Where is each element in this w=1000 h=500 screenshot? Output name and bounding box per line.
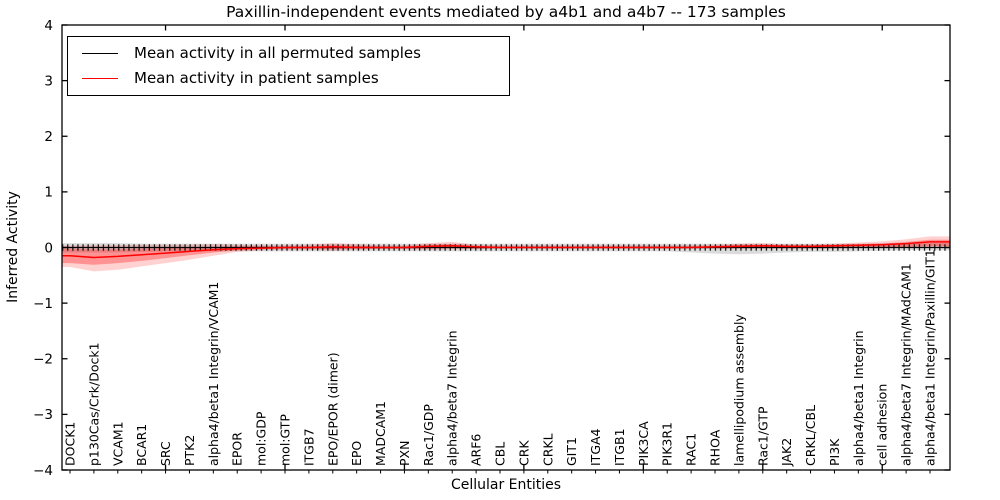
chart-title: Paxillin-independent events mediated by …: [226, 3, 786, 21]
entity-label: PXN: [397, 441, 412, 466]
patient-outer-band: [62, 236, 950, 272]
entity-label: MADCAM1: [373, 401, 388, 466]
entity-label: CRK: [516, 440, 531, 466]
y-tick-label: −1: [33, 296, 53, 312]
patient-inner-band: [62, 239, 950, 265]
entity-label: DOCK1: [63, 422, 78, 466]
legend-item-permuted: Mean activity in all permuted samples: [68, 45, 509, 62]
y-tick-label: 1: [44, 185, 53, 201]
y-tick-label: 0: [44, 240, 53, 256]
entity-label: alpha4/beta7 Integrin: [445, 330, 460, 466]
entity-label: EPO: [349, 441, 364, 466]
entity-label: PI3K: [827, 438, 842, 466]
entity-label: PIK3R1: [660, 422, 675, 466]
legend-item-patient: Mean activity in patient samples: [68, 70, 509, 87]
y-tick-label: −2: [33, 352, 53, 368]
entity-label: alpha4/beta7 Integrin/MAdCAM1: [899, 263, 914, 466]
legend-line-black: [82, 53, 118, 55]
entity-label: cell adhesion: [875, 384, 890, 466]
entity-label: alpha4/beta1 Integrin/VCAM1: [206, 282, 221, 466]
entity-label: EPOR: [230, 432, 245, 466]
entity-label: Rac1/GTP: [755, 406, 770, 466]
patient-mean-line: [62, 241, 950, 259]
entity-label: RAC1: [684, 433, 699, 466]
legend-line-red: [82, 77, 118, 79]
entity-label: CRKL: [540, 433, 555, 466]
entity-label: ITGA4: [588, 428, 603, 466]
y-tick-label: 2: [44, 129, 53, 145]
entity-label: ARF6: [469, 434, 484, 466]
entity-label: alpha4/beta1 Integrin/Paxillin/GIT1: [923, 249, 938, 466]
y-tick-label: −4: [33, 463, 53, 479]
entity-label: alpha4/beta1 Integrin: [851, 330, 866, 466]
legend-label-permuted: Mean activity in all permuted samples: [134, 44, 421, 63]
entity-label: p130Cas/Crk/Dock1: [86, 342, 101, 466]
entity-label: EPO/EPOR (dimer): [325, 352, 340, 466]
entity-label: mol:GTP: [278, 414, 293, 466]
legend-label-patient: Mean activity in patient samples: [134, 69, 379, 88]
entity-label: PTK2: [182, 435, 197, 466]
entity-label: ITGB1: [612, 428, 627, 466]
legend: Mean activity in all permuted samples Me…: [67, 36, 510, 96]
y-tick-label: −3: [33, 407, 53, 423]
entity-label: JAK2: [779, 438, 794, 467]
entity-label: Rac1/GDP: [421, 404, 436, 466]
entity-label: lamellipodium assembly: [731, 314, 746, 466]
entity-label: VCAM1: [110, 421, 125, 466]
entity-label: GIT1: [564, 437, 579, 466]
y-tick-label: 4: [44, 18, 53, 34]
entity-label: PIK3CA: [636, 421, 651, 466]
entity-label: mol:GDP: [254, 411, 269, 466]
entity-label: ITGB7: [301, 428, 316, 466]
entity-label: CBL: [493, 442, 508, 466]
entity-label: RHOA: [708, 429, 723, 466]
x-axis-label: Cellular Entities: [450, 477, 562, 493]
entity-label: SRC: [158, 441, 173, 466]
y-tick-label: 3: [44, 73, 53, 89]
entity-label: BCAR1: [134, 424, 149, 466]
entity-label: CRKL/CBL: [803, 405, 818, 466]
